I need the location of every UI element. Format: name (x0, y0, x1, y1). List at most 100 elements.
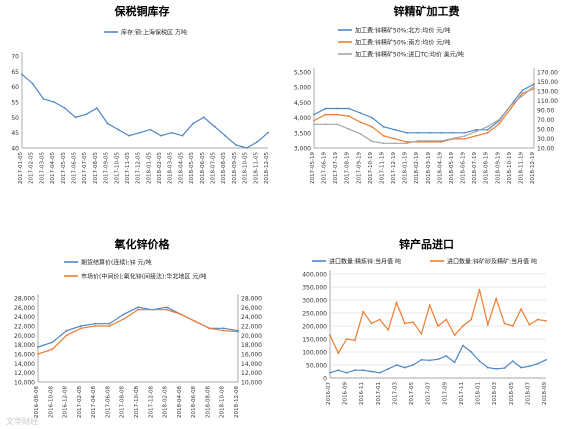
data-point (151, 308, 154, 311)
chart-panel-3: 氧化锌价格 10,000 12,000 14,000 16,000 18,000 20,0… (0, 214, 284, 429)
x-tick-label: 2018-11-19 (518, 152, 524, 184)
y-tick-label: 50,000 (306, 363, 327, 370)
data-point (509, 104, 512, 107)
data-point (370, 370, 373, 373)
y2-tick-label: 24,000 (241, 314, 262, 321)
data-point (462, 344, 464, 347)
chart-panel-4: 锌产品进口 0 50,000 100,000 150,000 200,000 250,00… (284, 214, 569, 429)
x-tick-label: 2018-06-05 (200, 152, 206, 184)
chart-1-svg: 40 45 50 55 60 65 70 2017-01-05 2017-02-05 2017-0… (11, 28, 270, 184)
x-tick-label: 2018-07-05 (211, 152, 217, 184)
data-point (170, 131, 173, 134)
data-point (403, 366, 406, 369)
data-point (337, 369, 340, 372)
data-point (336, 123, 339, 126)
legend-label: 库存:铜:上海保税区 万吨 (121, 28, 187, 36)
y2-tick-label: 18,000 (241, 342, 262, 349)
x-tick-label: 2018-05-05 (189, 152, 195, 184)
x-tick-label: 2018-12-05 (264, 152, 270, 184)
data-point (453, 334, 456, 336)
data-point (329, 334, 331, 336)
data-point (475, 134, 478, 137)
x-tick-label: 2017-11 (459, 382, 465, 405)
x-tick-label: 2018-01-19 (403, 152, 409, 184)
data-point (478, 288, 481, 291)
data-point (245, 147, 248, 149)
data-point (528, 323, 531, 326)
x-tick-label: 2018-08-19 (484, 152, 490, 184)
series-line (329, 289, 547, 355)
x-tick-label: 2016-12-08 (63, 386, 69, 418)
y-tick-label: 50 (11, 115, 19, 122)
data-point (470, 351, 473, 353)
data-point (387, 368, 390, 370)
y2-tick-label: 20,000 (241, 333, 262, 340)
x-tick-label: 2016-09 (343, 382, 349, 405)
x-tick-label: 2018-03-19 (426, 152, 432, 184)
data-point (165, 306, 168, 309)
legend-label: 市场价(中间价):氧化锌(间接法):华北地区 元/吨 (81, 272, 206, 280)
data-point (486, 131, 489, 134)
data-point (463, 137, 466, 140)
data-point (395, 301, 398, 304)
y2-tick-label: 10.00 (537, 146, 554, 153)
x-tick-label: 2017-02-05 (29, 152, 35, 184)
x-tick-label: 2018-03-05 (168, 152, 174, 184)
x-tick-label: 2018-10-08 (220, 386, 226, 418)
data-point (387, 329, 390, 331)
y-tick-label: 4,500 (294, 100, 311, 107)
data-point (149, 128, 152, 131)
y-tick-label: 70 (11, 54, 19, 61)
data-point (417, 139, 420, 142)
data-point (453, 361, 456, 364)
data-point (122, 313, 125, 316)
data-point (536, 362, 539, 365)
data-point (394, 137, 396, 140)
data-point (533, 83, 535, 86)
data-point (545, 358, 547, 361)
data-point (65, 334, 68, 337)
data-point (370, 125, 373, 128)
chart-panel-2: 锌精矿加工费 3,000 3,500 4,000 4,500 5,000 5,500 10.… (284, 0, 569, 214)
data-point (128, 134, 130, 137)
y-tick-label: 65 (11, 69, 19, 76)
data-point (362, 369, 365, 372)
x-tick-label: 2017-07 (426, 382, 432, 405)
x-tick-label: 2016-10-08 (48, 386, 54, 418)
x-tick-label: 2017-10-08 (134, 386, 140, 418)
x-tick-label: 2017-03-05 (39, 152, 45, 184)
x-tick-label: 2018-02-19 (414, 152, 420, 184)
x-tick-label: 2017-09-05 (104, 152, 110, 184)
x-tick-label: 2017-07-19 (333, 152, 339, 184)
data-point (533, 87, 535, 90)
data-point (511, 325, 514, 327)
data-point (405, 142, 408, 145)
data-point (417, 131, 420, 134)
data-point (222, 327, 225, 330)
y-tick-label: 45 (11, 130, 19, 137)
series-line (37, 309, 239, 355)
x-tick-label: 2018-09-19 (495, 152, 501, 184)
data-point (536, 318, 539, 321)
data-point (403, 322, 406, 325)
data-point (359, 121, 362, 124)
x-tick-label: 2017-06-08 (105, 386, 111, 418)
y2-tick-label: 26,000 (241, 305, 262, 312)
data-point (370, 140, 373, 143)
y2-tick-label: 16,000 (241, 352, 262, 359)
series-line (314, 85, 535, 144)
x-tick-label: 2018-07-19 (472, 152, 478, 184)
legend-label: 加工费:锌精矿50%:北方:均价 元/吨 (355, 26, 450, 34)
x-tick-label: 2017-08-08 (120, 386, 126, 418)
data-point (42, 98, 45, 100)
x-tick-label: 2018-12-08 (234, 386, 240, 418)
x-tick-label: 2017-01-05 (18, 152, 24, 184)
data-point (63, 107, 66, 110)
data-point (37, 353, 39, 355)
data-point (486, 125, 489, 128)
series-line (313, 83, 535, 134)
y-tick-label: 10,000 (14, 380, 35, 387)
y2-tick-label: 150.00 (537, 79, 558, 86)
data-point (160, 134, 162, 137)
data-point (37, 346, 39, 348)
